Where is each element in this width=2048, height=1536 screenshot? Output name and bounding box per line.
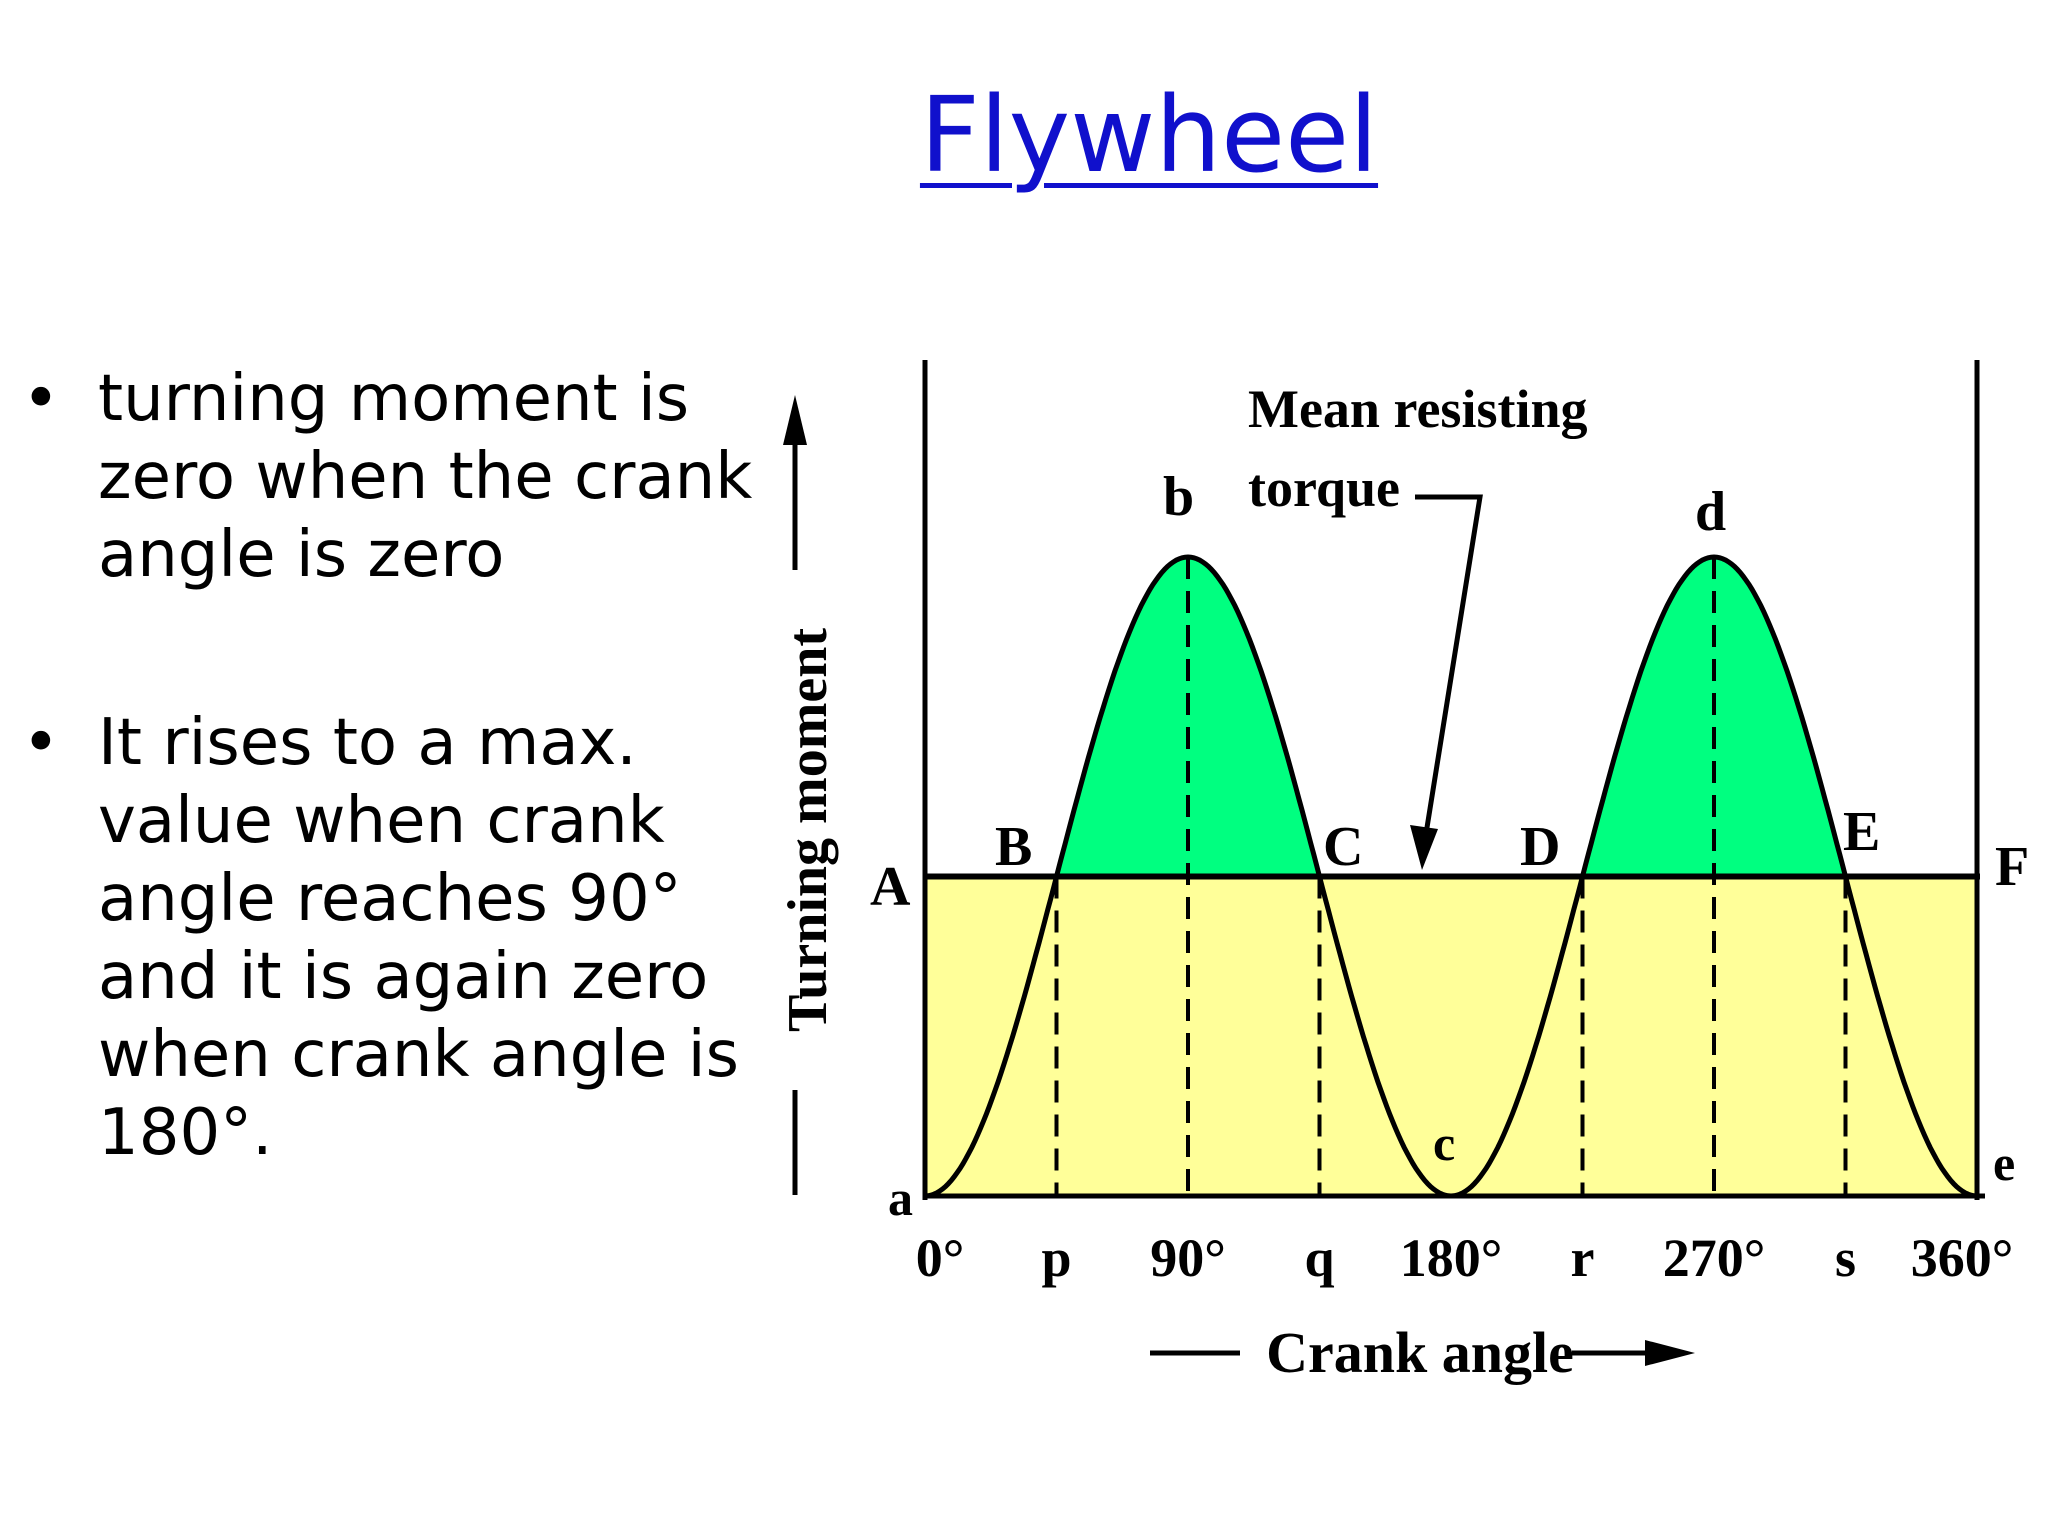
dashed-guides (1054, 557, 1848, 1196)
point-label-A: A (870, 856, 911, 918)
bullet-text: It rises to a max. value when crank angl… (98, 706, 739, 1170)
bullet-item: • It rises to a max. value when crank an… (22, 704, 782, 1172)
x-tick-label: s (1835, 1228, 1856, 1288)
annotation-line-1: Mean resisting (1248, 379, 1587, 439)
point-label-e: e (1993, 1135, 2015, 1191)
point-label-c: c (1433, 1115, 1455, 1171)
x-tick-label: 0° (916, 1228, 965, 1288)
x-tick-label: 90° (1150, 1228, 1226, 1288)
point-label-B: B (995, 816, 1032, 878)
turning-moment-curve (924, 554, 1978, 1199)
lower-fill-region (925, 876, 1977, 1196)
bullet-item: • turning moment is zero when the crank … (22, 360, 782, 594)
x-axis-arrowhead-icon (1645, 1340, 1695, 1366)
x-tick-label: 360° (1911, 1228, 2014, 1288)
y-axis-arrowhead-icon (783, 395, 807, 445)
bullet-dot-icon: • (22, 362, 60, 436)
x-tick-label: 180° (1400, 1228, 1503, 1288)
x-axis-label: Crank angle (1266, 1320, 1574, 1385)
y-axis-label-text: Turning moment (777, 628, 839, 1032)
slide-title: Flywheel (919, 74, 1379, 196)
x-tick-label: p (1041, 1228, 1071, 1288)
bullet-dot-icon: • (22, 706, 60, 780)
x-tick-labels: 0° p 90° q 180° r 270° s 360° (916, 1228, 2014, 1288)
x-tick-label: q (1304, 1228, 1334, 1288)
x-tick-label: 270° (1663, 1228, 1766, 1288)
point-label-b: b (1163, 466, 1194, 528)
point-label-D: D (1520, 816, 1560, 878)
point-label-a: a (888, 1170, 913, 1226)
annotation-pointer-line (1415, 494, 1483, 841)
bullet-list: • turning moment is zero when the crank … (22, 360, 782, 1282)
point-label-E: E (1843, 801, 1880, 863)
annotation-arrowhead-icon (1410, 825, 1438, 870)
bullet-text: turning moment is zero when the crank an… (98, 362, 753, 592)
y-axis-label-backdrop (778, 570, 834, 1090)
point-label-F: F (1995, 836, 2029, 898)
point-label-C: C (1323, 816, 1363, 878)
x-tick-label: r (1571, 1228, 1595, 1288)
point-label-d: d (1695, 481, 1726, 543)
annotation-line-2: torque (1248, 458, 1400, 518)
upper-fill-region-right (1582, 557, 1846, 877)
upper-fill-region-left (1056, 557, 1320, 877)
